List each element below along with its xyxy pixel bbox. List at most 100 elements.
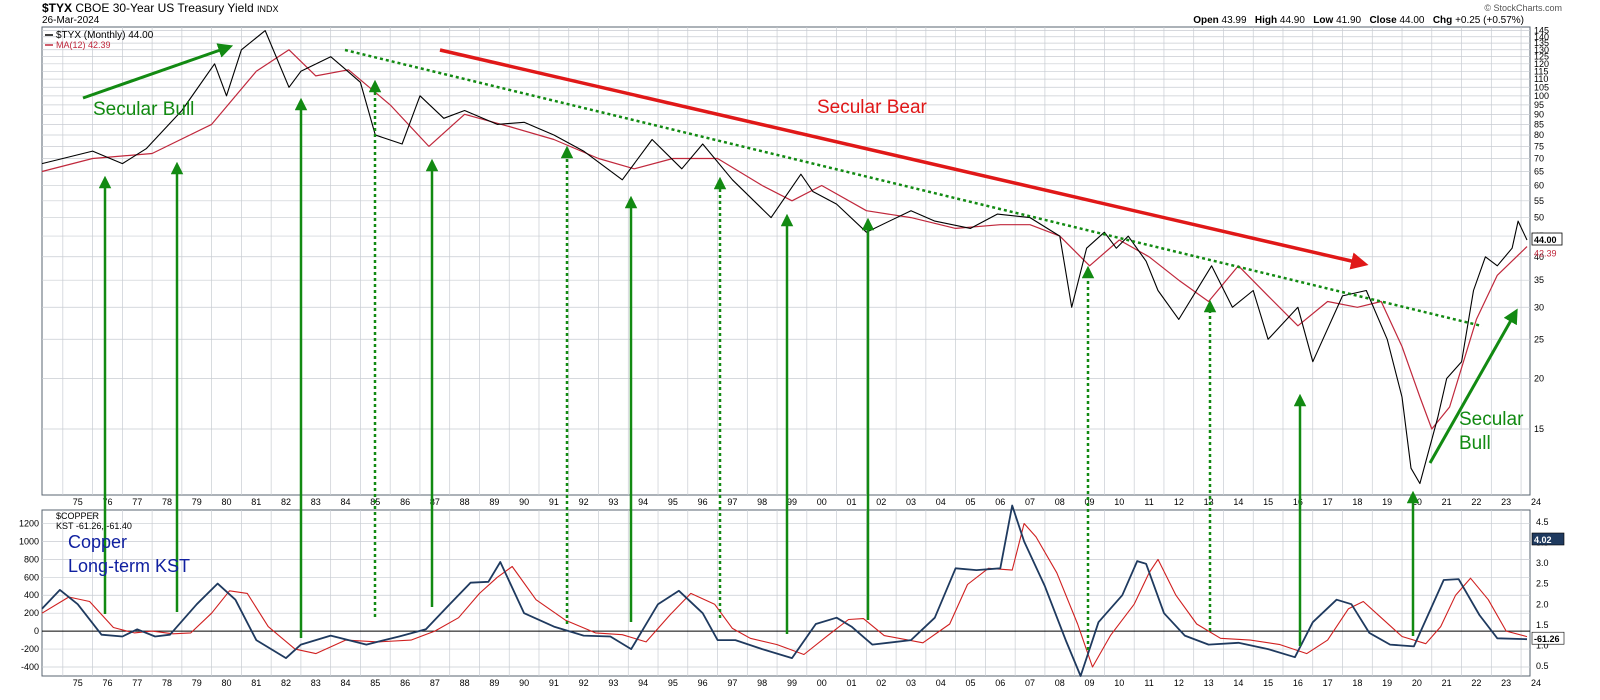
x-tick-label: 19 (1382, 678, 1392, 688)
x-tick-label: 96 (698, 497, 708, 507)
x-tick-label: 17 (1323, 678, 1333, 688)
x-tick-label: 09 (1085, 678, 1095, 688)
y-tick-label: 40 (1534, 252, 1544, 262)
x-tick-label: 79 (192, 497, 202, 507)
copper-legend: $COPPER (56, 511, 100, 521)
x-tick-label: 19 (1382, 497, 1392, 507)
secular-bear-label: Secular Bear (817, 97, 928, 118)
x-tick-label: 82 (281, 678, 291, 688)
ma-legend: MA(12) 42.39 (56, 40, 111, 50)
x-tick-label: 97 (727, 678, 737, 688)
right-tick-label: 4.5 (1536, 517, 1549, 527)
value-badge (1531, 532, 1565, 546)
x-tick-label: 08 (1055, 497, 1065, 507)
x-tick-label: 79 (192, 678, 202, 688)
x-tick-label: 10 (1114, 497, 1124, 507)
y-tick-label: 95 (1534, 100, 1544, 110)
low-value: 41.90 (1336, 15, 1362, 26)
x-tick-label: 20 (1412, 678, 1422, 688)
left-tick-label: -400 (21, 662, 39, 672)
x-tick-label: 06 (995, 497, 1005, 507)
x-tick-label: 92 (579, 497, 589, 507)
x-tick-label: 17 (1323, 497, 1333, 507)
lower-x-axis: 75 76 77 78 79 80 81 82 83 84 85 86 87 88 89 90 91 92 93 94… (73, 678, 1541, 688)
y-tick-label: 145 (1534, 26, 1549, 36)
x-tick-label: 22 (1471, 678, 1481, 688)
left-tick-label: 1000 (19, 536, 39, 546)
x-tick-label: 09 (1085, 497, 1095, 507)
secular-bull-label-right-line1: Secular (1459, 409, 1524, 430)
x-tick-label: 00 (817, 497, 827, 507)
secular-bull-arrow-left (82, 43, 234, 100)
header-title: $TYX CBOE 30-Year US Treasury Yield INDX (42, 1, 279, 15)
x-tick-label: 90 (519, 497, 529, 507)
x-tick-label: 89 (489, 678, 499, 688)
y-tick-label: 65 (1534, 166, 1544, 176)
x-tick-label: 18 (1352, 678, 1362, 688)
x-tick-label: 01 (846, 678, 856, 688)
ma-last-value: 42.39 (1534, 249, 1557, 259)
x-tick-label: 77 (132, 497, 142, 507)
x-tick-label: 78 (162, 497, 172, 507)
upper-y-axis: 1520253035404550556065707580859095100105… (1534, 26, 1549, 434)
x-tick-label: 88 (460, 678, 470, 688)
x-tick-label: 14 (1233, 497, 1243, 507)
x-tick-label: 76 (102, 678, 112, 688)
x-tick-label: 89 (489, 497, 499, 507)
x-tick-label: 11 (1144, 497, 1153, 507)
x-tick-label: 94 (638, 678, 648, 688)
y-tick-label: 135 (1534, 38, 1549, 48)
high-value: 44.90 (1279, 15, 1305, 26)
x-tick-label: 02 (876, 678, 886, 688)
low-label: Low (1313, 15, 1334, 26)
x-tick-label: 13 (1204, 497, 1214, 507)
y-tick-label: 110 (1534, 74, 1548, 84)
header-exchange: INDX (257, 4, 279, 14)
left-tick-label: 400 (24, 590, 39, 600)
x-tick-label: 82 (281, 497, 291, 507)
kst-signal-line (41, 522, 1528, 668)
x-tick-label: 15 (1263, 678, 1273, 688)
right-tick-label: 2.5 (1536, 579, 1549, 589)
copper-kst-title-line2: Long-term KST (68, 556, 190, 576)
kst-legend-text: KST -61.26, -61.40 (56, 521, 132, 531)
x-tick-label: 11 (1144, 678, 1153, 688)
y-tick-label: 25 (1534, 334, 1544, 344)
y-tick-label: 85 (1534, 119, 1544, 129)
y-tick-label: 80 (1534, 130, 1544, 140)
open-value: 43.99 (1221, 15, 1247, 26)
x-tick-label: 88 (460, 497, 470, 507)
price-last-badge (1531, 232, 1563, 246)
x-tick-label: 00 (817, 678, 827, 688)
left-tick-label: 0 (34, 626, 39, 636)
y-tick-label: 70 (1534, 153, 1544, 163)
close-label: Close (1369, 15, 1397, 26)
x-tick-label: 93 (608, 497, 618, 507)
close-value: 44.00 (1399, 15, 1425, 26)
right-tick-label: 1.0 (1536, 640, 1549, 650)
header-symbol: $TYX (42, 1, 73, 15)
x-tick-label: 18 (1352, 497, 1362, 507)
right-tick-label: 0.5 (1536, 661, 1549, 671)
high-label: High (1254, 15, 1278, 26)
x-tick-label: 98 (757, 678, 767, 688)
y-tick-label: 115 (1534, 66, 1548, 76)
copper-kst-title-line1: Copper (68, 532, 127, 552)
x-tick-label: 02 (876, 497, 886, 507)
x-tick-label: 94 (638, 497, 648, 507)
x-tick-label: 08 (1055, 678, 1065, 688)
x-tick-label: 03 (906, 678, 916, 688)
x-tick-label: 23 (1501, 678, 1511, 688)
x-tick-label: 93 (608, 678, 618, 688)
x-tick-label: 83 (311, 497, 321, 507)
chg-value: +0.25 (+0.57%) (1455, 15, 1524, 26)
right-tick-label: 1.5 (1536, 620, 1549, 630)
lower-series: 4.02 -61.26 (41, 504, 1565, 677)
x-tick-label: 75 (73, 497, 83, 507)
x-tick-label: 84 (341, 497, 351, 507)
badge-value: 4.02 (1534, 535, 1552, 545)
x-tick-label: 01 (846, 497, 856, 507)
kst-line (41, 504, 1528, 677)
y-tick-label: 125 (1534, 52, 1549, 62)
upper-x-axis: 7576777879808182838485868788899091929394… (73, 497, 1541, 507)
